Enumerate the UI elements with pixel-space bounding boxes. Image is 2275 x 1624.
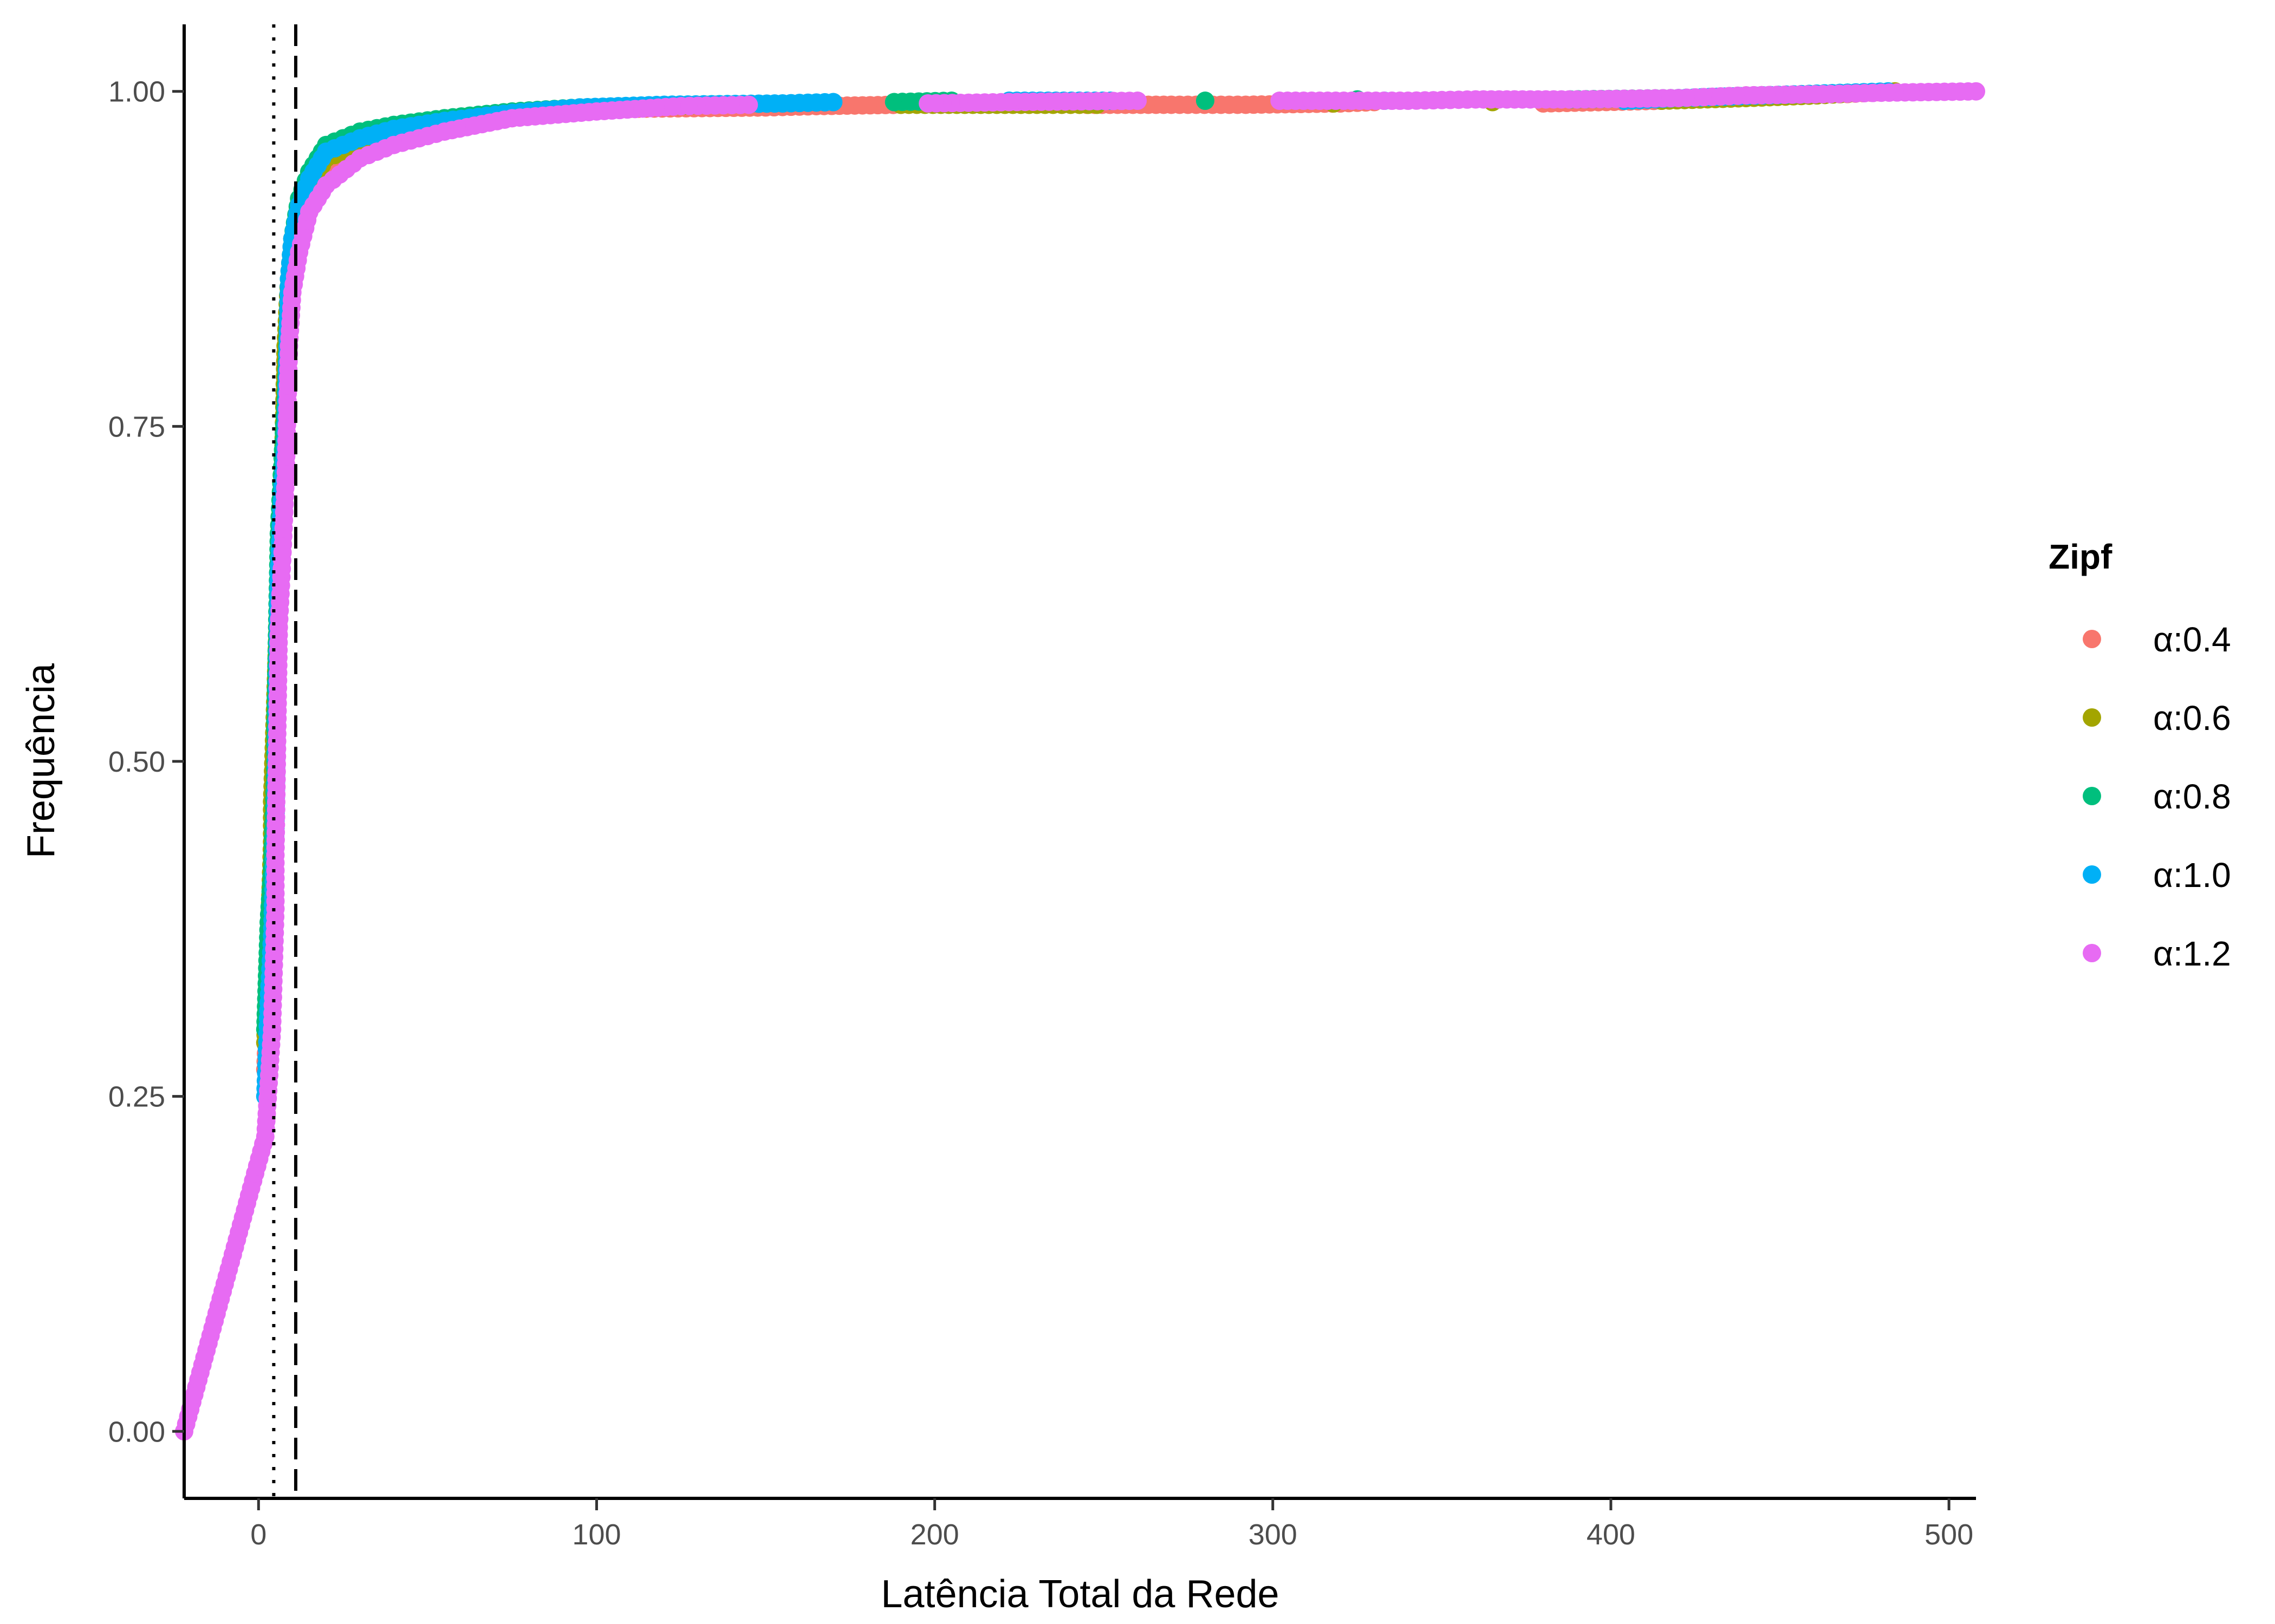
x-axis-ticks: 0 100 200 300 400 500	[250, 1498, 1973, 1551]
reference-lines	[272, 24, 297, 1498]
x-tick-label: 500	[1925, 1518, 1973, 1551]
y-axis-title: Frequência	[20, 663, 63, 858]
legend-label: α:0.8	[2153, 777, 2231, 816]
legend-label: α:1.2	[2153, 934, 2231, 973]
legend-title: Zipf	[2049, 537, 2112, 576]
legend-items: α:0.4 α:0.6 α:0.8 α:1.0 α:1.2	[2083, 620, 2231, 973]
series-α:0.6	[256, 82, 1904, 1052]
x-tick-label: 200	[911, 1518, 959, 1551]
x-tick-label: 0	[250, 1518, 266, 1551]
series-α:0.8	[256, 83, 1857, 1039]
series-α:1.0	[256, 82, 1897, 1106]
y-tick-label: 1.00	[108, 76, 165, 108]
legend-label: α:1.0	[2153, 856, 2231, 895]
legend-label: α:0.4	[2153, 620, 2231, 659]
legend-key	[2083, 865, 2101, 884]
y-tick-label: 0.50	[108, 746, 165, 778]
legend-key	[2083, 630, 2101, 648]
x-tick-label: 300	[1249, 1518, 1297, 1551]
series-α:0.4	[256, 82, 1904, 1079]
data-point	[1967, 82, 1985, 101]
x-tick-label: 100	[572, 1518, 621, 1551]
y-tick-label: 0.75	[108, 410, 165, 443]
legend: Zipf α:0.4 α:0.6 α:0.8 α:1.0 α:1.2	[2049, 537, 2231, 973]
legend-key	[2083, 787, 2101, 805]
y-tick-label: 0.00	[108, 1416, 165, 1448]
x-axis-title: Latência Total da Rede	[881, 1573, 1279, 1616]
x-tick-label: 400	[1587, 1518, 1635, 1551]
axes	[183, 24, 1976, 1500]
data-point	[739, 95, 758, 114]
data-point	[1128, 92, 1147, 110]
y-tick-label: 0.25	[108, 1081, 165, 1113]
legend-label: α:0.6	[2153, 699, 2231, 738]
data-point	[1195, 92, 1214, 110]
legend-key	[2083, 944, 2101, 962]
data-points	[175, 82, 1985, 1441]
data-point	[824, 93, 843, 112]
y-axis-ticks: 0.00 0.25 0.50 0.75 1.00	[108, 76, 184, 1448]
legend-key	[2083, 708, 2101, 727]
series-α:1.2	[175, 82, 1985, 1441]
